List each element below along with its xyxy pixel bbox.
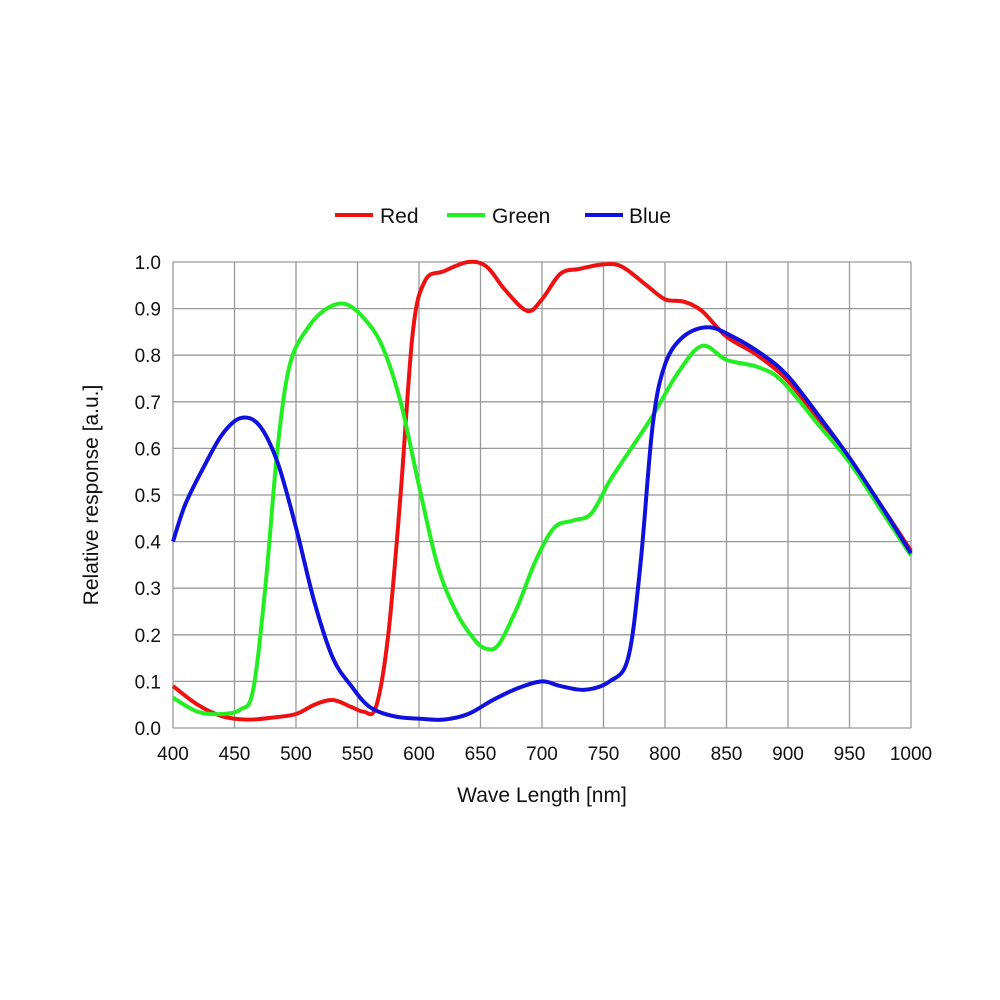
y-tick-label: 0.6 (135, 439, 161, 460)
x-tick-label: 950 (834, 744, 866, 765)
legend-label: Green (492, 205, 550, 228)
series-line-green (171, 301, 913, 717)
x-tick-label: 500 (280, 744, 312, 765)
x-tick-label: 850 (711, 744, 743, 765)
legend-label: Red (380, 205, 419, 228)
legend: Red Green Blue (335, 205, 671, 228)
y-ticks: 0.0 0.1 0.2 0.3 0.4 0.5 0.6 0.7 0.8 0.9 1.0 (135, 253, 162, 740)
y-tick-label: 0.9 (135, 300, 161, 321)
series-line-blue (171, 325, 913, 722)
y-tick-label: 0.7 (135, 393, 161, 414)
legend-label: Blue (629, 205, 671, 228)
x-axis-label: Wave Length [nm] (457, 784, 627, 807)
x-tick-label: 750 (588, 744, 620, 765)
series-lines (171, 259, 913, 722)
x-ticks: 400 450 500 550 600 650 700 750 800 850 900 950 1000 (157, 744, 932, 765)
x-tick-label: 700 (526, 744, 558, 765)
y-tick-label: 0.3 (135, 579, 161, 600)
x-tick-label: 550 (342, 744, 374, 765)
x-tick-label: 650 (465, 744, 497, 765)
y-tick-label: 0.0 (135, 719, 161, 740)
x-tick-label: 900 (772, 744, 804, 765)
x-tick-label: 600 (403, 744, 435, 765)
y-axis-label: Relative response [a.u.] (80, 385, 103, 606)
y-tick-label: 0.4 (135, 533, 162, 554)
x-tick-label: 800 (649, 744, 681, 765)
y-tick-label: 1.0 (135, 253, 161, 274)
series-line-red (171, 259, 913, 722)
y-tick-label: 0.2 (135, 626, 161, 647)
x-tick-label: 1000 (890, 744, 932, 765)
x-tick-label: 450 (219, 744, 251, 765)
y-tick-label: 0.8 (135, 346, 161, 367)
y-tick-label: 0.5 (135, 486, 161, 507)
x-tick-label: 400 (157, 744, 189, 765)
grid (172, 261, 912, 729)
y-tick-label: 0.1 (135, 672, 161, 693)
